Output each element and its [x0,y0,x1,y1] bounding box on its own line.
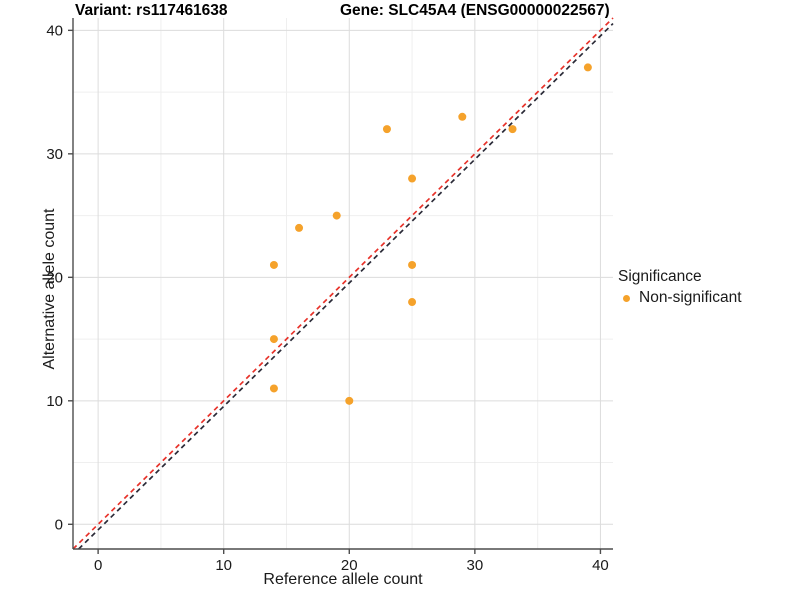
data-point[interactable] [583,63,592,72]
identity-line-dark [78,22,614,550]
data-point[interactable] [269,384,278,393]
data-point[interactable] [295,223,304,232]
x-tick-label: 40 [592,557,609,574]
y-tick-label: 20 [46,269,63,286]
grid-lines-minor [73,18,613,549]
legend-title: Significance [618,268,702,285]
data-points-layer [269,63,592,405]
data-point[interactable] [269,335,278,344]
y-tick-label: 10 [46,393,63,410]
identity-line-red [72,17,614,550]
x-axis-title: Reference allele count [263,571,423,588]
axis-ticks [68,29,602,554]
data-point[interactable] [458,112,467,121]
data-point[interactable] [408,174,417,183]
x-tick-label: 20 [341,557,358,574]
gene-title: Gene: SLC45A4 (ENSG00000022567) [340,2,610,19]
variant-title: Variant: rs117461638 [75,2,228,19]
x-tick-label: 10 [215,557,232,574]
axis-tick-labels: 0 10 20 30 40 0 10 20 30 40 [46,22,608,574]
data-point[interactable] [408,260,417,269]
data-point[interactable] [508,125,517,134]
data-point[interactable] [269,260,278,269]
axis-lines [72,18,613,550]
y-tick-label: 40 [46,22,63,39]
legend-item-non-significant[interactable]: Non-significant [618,289,796,307]
data-point[interactable] [382,125,391,134]
data-point[interactable] [345,396,354,405]
legend-point-icon [618,290,634,306]
y-axis-title: Alternative allele count [41,208,58,370]
data-point[interactable] [332,211,341,220]
y-tick-label: 0 [55,516,63,533]
x-tick-label: 30 [467,557,484,574]
identity-reference-lines [72,17,614,550]
data-point[interactable] [408,298,417,307]
chart-title-row: Variant: rs117461638 Gene: SLC45A4 (ENSG… [0,0,800,28]
y-tick-label: 30 [46,146,63,163]
x-tick-label: 0 [94,557,102,574]
grid-lines-major [73,18,613,549]
legend-item-label: Non-significant [639,289,742,306]
legend: Significance Non-significant [618,268,796,307]
